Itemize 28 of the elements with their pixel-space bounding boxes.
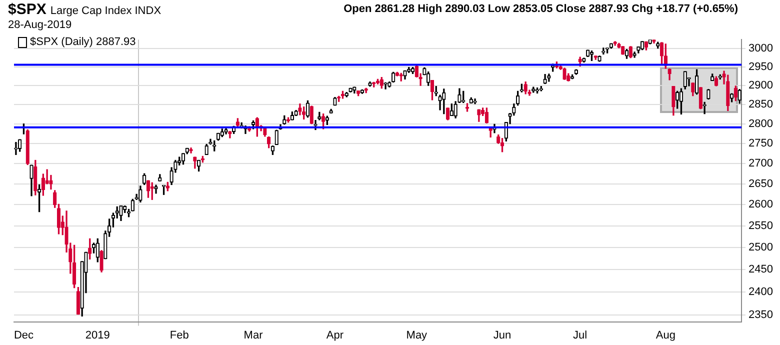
x-tick-label: Feb (170, 329, 189, 342)
y-tick-label: 2350 (748, 308, 774, 321)
y-tick-label: 2700 (748, 158, 774, 170)
x-tick-label: Apr (326, 329, 344, 342)
x-tick-label: Jul (573, 329, 588, 342)
y-tick-label: 2600 (748, 198, 774, 211)
x-tick-label: 2019 (85, 329, 110, 342)
chart-title: $SPX (8, 1, 46, 18)
x-tick-label: May (406, 329, 428, 342)
y-tick-label: 2400 (748, 286, 774, 298)
y-tick-label: 2750 (748, 138, 774, 150)
x-tick-label: Dec (14, 329, 34, 342)
x-tick-label: Jun (493, 329, 512, 342)
y-tick-label: 2950 (748, 60, 774, 73)
y-tick-label: 2900 (748, 80, 774, 92)
y-tick-label: 2550 (748, 220, 774, 232)
text: 28-Aug-2019 (8, 19, 72, 31)
y-tick-label: 3000 (748, 42, 774, 55)
y-tick-label: 2500 (748, 241, 774, 254)
x-tick-label: Aug (656, 329, 676, 342)
x-tick-label: Mar (244, 329, 264, 342)
y-tick-label: 2450 (748, 263, 774, 276)
legend-label: $SPX (Daily) 2887.93 (30, 36, 136, 48)
y-tick-label: 2850 (748, 98, 774, 111)
chart-subtitle: Large Cap Index INDX (50, 5, 162, 17)
y-tick-label: 2800 (748, 118, 774, 130)
y-tick-label: 2650 (748, 178, 774, 190)
text: Open 2861.28 High 2890.03 Low 2853.05 Close 2887.93 Chg +18.77 (+0.65%) (344, 3, 738, 15)
